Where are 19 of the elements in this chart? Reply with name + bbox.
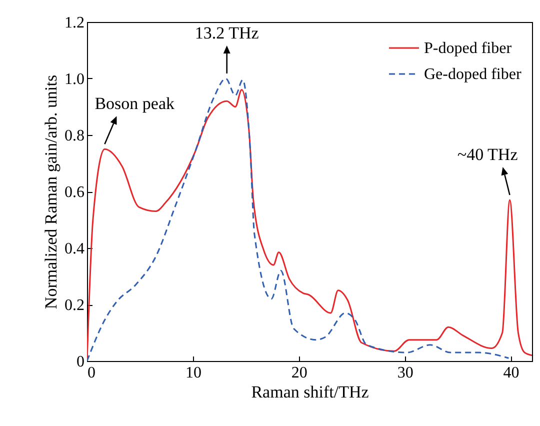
y-tick-label: 0.4 bbox=[64, 240, 84, 258]
annotation: 13.2 THz bbox=[194, 24, 260, 42]
y-tick-label: 0 bbox=[76, 354, 84, 370]
y-tick-label: 0.8 bbox=[64, 128, 84, 144]
legend-label: P-doped fiber bbox=[424, 40, 512, 57]
x-tick-label: 20 bbox=[291, 364, 308, 382]
y-axis-title: Normalized Raman gain/arb. units bbox=[42, 74, 60, 310]
x-tick-label: 30 bbox=[397, 364, 414, 382]
y-tick-label: 1.0 bbox=[64, 71, 84, 88]
y-tick-label: 0.2 bbox=[64, 297, 84, 314]
x-tick-label: 0 bbox=[88, 364, 96, 382]
annotation: Boson peak bbox=[94, 94, 175, 114]
x-tick-label: 10 bbox=[185, 364, 202, 382]
y-tick-label: 0.6 bbox=[64, 184, 84, 201]
y-tick-label: 1.2 bbox=[64, 14, 84, 32]
legend-label: Ge-doped fiber bbox=[424, 66, 522, 83]
x-axis-title: Raman shift/THz bbox=[251, 382, 370, 402]
x-tick-label: 40 bbox=[503, 364, 520, 382]
annotation: ~40 THz bbox=[457, 144, 518, 164]
